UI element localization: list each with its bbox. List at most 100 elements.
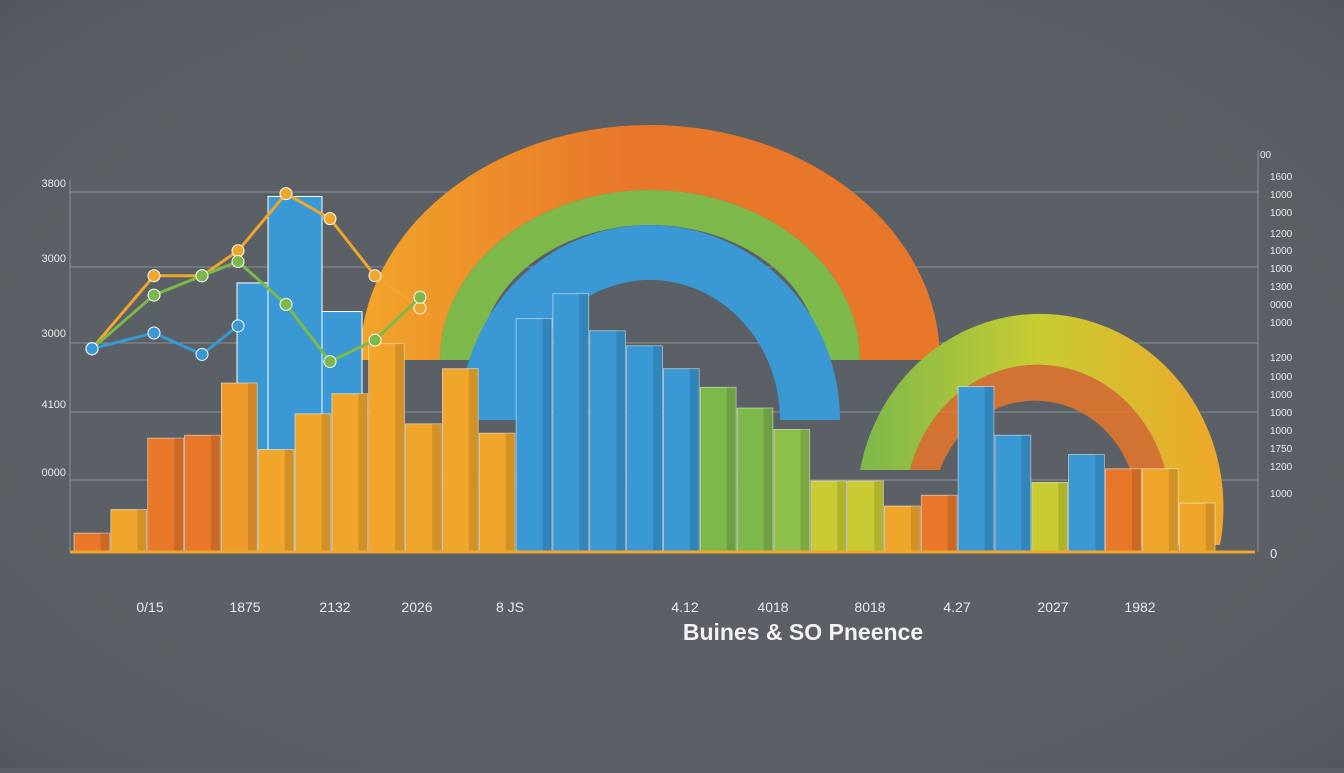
y-axis-left-labels: 3800 3000 3000 4100 0000 <box>42 178 66 479</box>
bar-shade <box>579 293 589 551</box>
y-label-right: 1750 <box>1270 444 1293 455</box>
line-point <box>323 212 337 226</box>
bar <box>294 413 332 552</box>
bar-shade <box>542 318 552 551</box>
line-point <box>195 269 209 283</box>
bar <box>736 407 774 552</box>
y-axis-right-labels: 00 1600 1000 1000 1200 1000 1000 1300 00… <box>1260 150 1293 561</box>
bar-shade <box>1205 503 1215 551</box>
line-path <box>91 259 422 364</box>
line-point <box>231 244 245 258</box>
y-label-right: 1000 <box>1270 489 1293 500</box>
x-label: 4018 <box>757 599 788 615</box>
bar-shade <box>984 386 994 551</box>
line-point <box>279 297 293 311</box>
y-label-right: 1000 <box>1270 264 1293 275</box>
bar <box>626 345 663 552</box>
y-label-left: 3800 <box>42 178 66 190</box>
x-axis-labels: 0/15 1875 2132 2026 8 JS 4.12 4018 8018 … <box>136 599 1155 615</box>
y-label-right: 1000 <box>1270 208 1293 219</box>
line-point <box>147 269 161 283</box>
y-label-right: 1000 <box>1270 390 1293 401</box>
y-label-right: 1000 <box>1270 318 1293 329</box>
bar-shade <box>1168 468 1179 551</box>
y-label-right: 1000 <box>1270 408 1293 419</box>
y-label-right: 1600 <box>1270 172 1293 183</box>
line-point <box>323 355 337 369</box>
bar-shade <box>1095 454 1105 551</box>
bar-shade <box>653 345 663 551</box>
bar-shade <box>505 433 515 551</box>
bar-shade <box>763 408 773 551</box>
line-point <box>279 187 293 201</box>
bar-shade <box>100 533 110 551</box>
bar-shade <box>1058 482 1068 551</box>
bar <box>515 318 553 552</box>
bar <box>552 293 590 552</box>
line-point <box>413 301 427 315</box>
arc-blue-large <box>460 225 840 420</box>
bar-shade <box>211 435 221 551</box>
bar <box>847 480 884 552</box>
x-label: 1875 <box>229 599 260 615</box>
line-point <box>231 255 245 268</box>
bar <box>368 343 405 552</box>
bar-shade <box>689 368 700 551</box>
line-point <box>147 326 161 340</box>
bar-shade <box>432 423 442 551</box>
bar-shade <box>284 449 294 551</box>
x-label: 4.12 <box>671 599 698 615</box>
bar-shade <box>174 438 184 551</box>
bar-shade <box>874 480 884 551</box>
x-label: 8018 <box>854 599 885 615</box>
y-label-right: 1000 <box>1270 426 1293 437</box>
bar-shade <box>321 413 331 551</box>
bar-shade <box>358 393 368 551</box>
y-label-left: 4100 <box>42 399 66 411</box>
bar-shade <box>837 480 847 551</box>
bar-shade <box>137 509 147 551</box>
y-label-left: 3000 <box>42 328 66 340</box>
bar-shade <box>947 495 958 551</box>
bar <box>184 434 221 552</box>
line-point <box>195 347 209 361</box>
line-path <box>91 324 239 357</box>
bar <box>920 494 958 552</box>
bar <box>110 509 148 552</box>
x-label: 0/15 <box>136 599 163 615</box>
arc-green-large <box>440 190 860 360</box>
line-point <box>85 342 99 356</box>
bar-shade <box>800 429 810 551</box>
y-label-right: 0 <box>1270 546 1277 561</box>
x-label: 4.27 <box>943 599 970 615</box>
line-series <box>85 187 427 369</box>
bar <box>220 382 258 552</box>
x-label: 1982 <box>1124 599 1155 615</box>
bar <box>405 423 442 552</box>
x-label: 2027 <box>1037 599 1068 615</box>
bar-series <box>73 293 1216 552</box>
x-label: 8 JS <box>496 599 524 615</box>
bar <box>257 449 295 552</box>
line-point <box>147 288 161 302</box>
y-label-right: 1200 <box>1270 229 1293 240</box>
y-label-left: 3000 <box>42 253 66 265</box>
bar-shade <box>247 383 258 551</box>
y-label-right: 00 <box>1260 150 1272 161</box>
bar-shade <box>1021 435 1031 551</box>
bar <box>441 368 479 552</box>
bar-shade <box>1132 468 1142 551</box>
x-label: 2132 <box>319 599 350 615</box>
x-label: 2026 <box>401 599 432 615</box>
bar <box>773 429 811 552</box>
arc-orange-large <box>360 125 940 360</box>
bar <box>699 386 737 552</box>
arc-small <box>860 313 1224 545</box>
y-label-right: 1300 <box>1270 282 1293 293</box>
line-point <box>368 269 382 283</box>
line-point <box>231 319 245 333</box>
chart-title: Buines & SO Pneence <box>683 619 923 645</box>
bar <box>663 368 700 552</box>
bar-shade <box>911 506 921 551</box>
